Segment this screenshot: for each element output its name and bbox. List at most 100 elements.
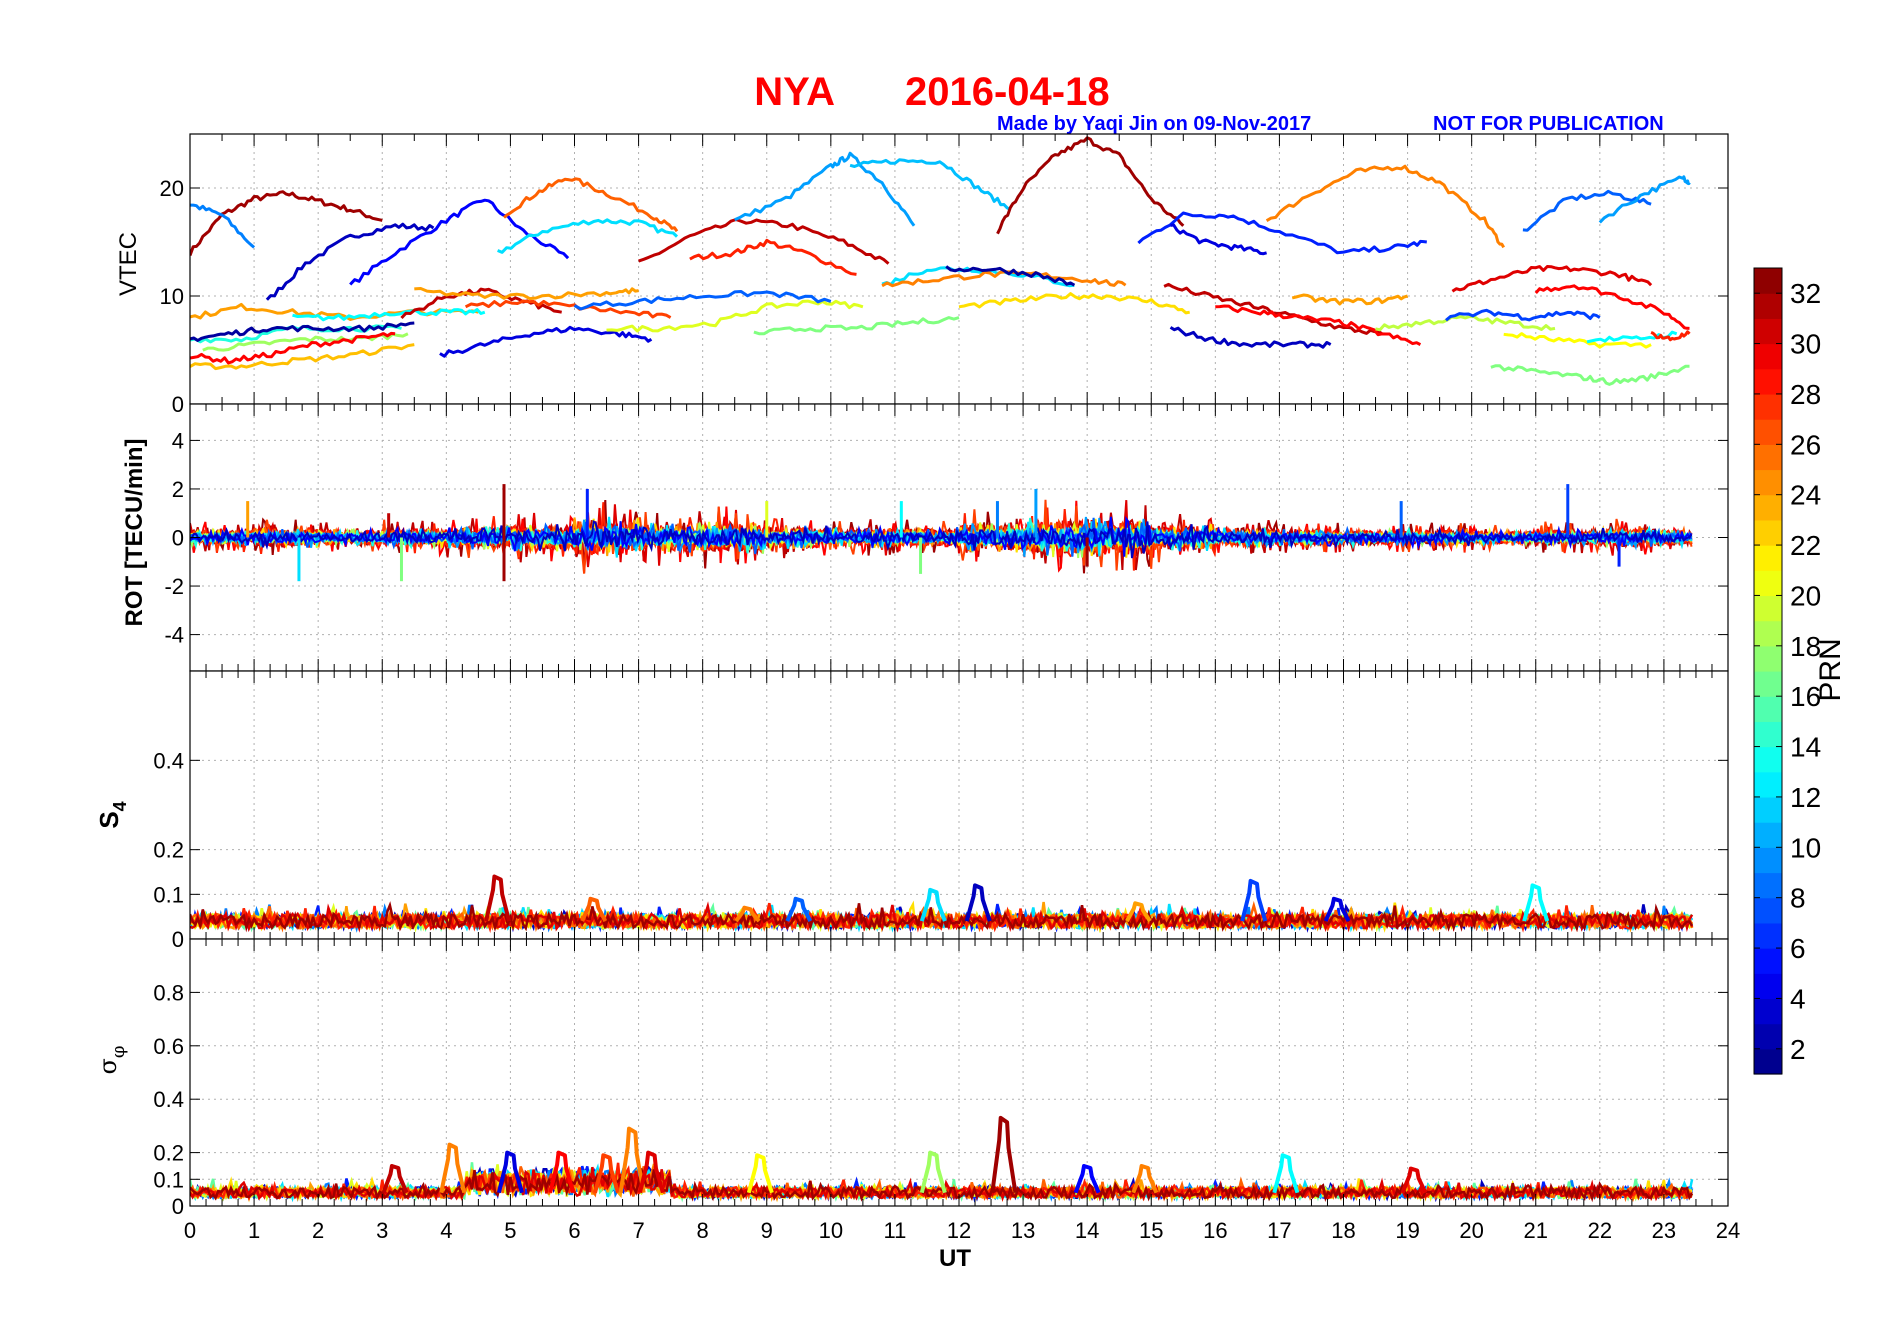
y-tick-label: 0 [172,526,184,551]
colorbar-segment [1754,872,1782,899]
x-tick-label: 4 [440,1218,452,1243]
colorbar-segment [1754,645,1782,672]
vtec-series-prn-24-39 [1291,293,1409,306]
vtec-series-prn-6-11 [1137,211,1427,255]
colorbar-segment [1754,796,1782,823]
panel-rot: -4 -2 0 2 4 ROT [TECU/min] [121,403,1729,672]
colorbar-tick-label: 24 [1790,480,1821,511]
colorbar-tick-label: 6 [1790,933,1806,964]
s4-peak-7 [1323,896,1351,923]
x-tick-label: 1 [248,1218,260,1243]
sigma_phi-peak-8 [919,1150,947,1194]
x-tick-label: 19 [1395,1218,1419,1243]
x-tick-label: 13 [1011,1218,1035,1243]
colorbar-segment [1754,998,1782,1025]
vtec-series-prn-17-31 [753,316,960,336]
y-axis-label-sigma-phi: σφ [94,1046,129,1075]
s4-peak-3 [785,896,813,923]
x-tick-label: 23 [1652,1218,1676,1243]
y-tick-label: 20 [160,176,184,201]
vtec-series-prn-23-21 [190,343,415,371]
x-axis-label: UT [939,1245,971,1272]
colorbar-segment [1754,393,1782,420]
vtec-series-prn-25-13 [1265,164,1505,249]
x-tick-label: 3 [376,1218,388,1243]
vtec-series-prn-13-24 [292,308,486,322]
vtec-series-prn-4-12 [1170,223,1268,256]
y-axis-label-rot: ROT [TECU/min] [121,439,148,627]
x-tick-label: 11 [883,1218,906,1243]
colorbar-tick-label: 16 [1790,681,1821,712]
y-tick-label: 0 [172,1194,184,1219]
colorbar-tick-label: 32 [1790,278,1821,309]
colorbar-segment [1754,469,1782,496]
vtec-series-prn-24-27 [414,287,639,301]
s4-peak-8 [1522,883,1550,922]
x-tick-label: 24 [1716,1218,1740,1243]
y-tick-label: 0.1 [153,882,184,907]
vtec-series-prn-10-8 [734,151,916,227]
colorbar-tick-label: 14 [1790,732,1821,763]
credit-text: Made by Yaqi Jin on 09-Nov-2017 [997,113,1311,135]
colorbar-segment [1754,771,1782,798]
sigma_phi-peak-0 [381,1164,409,1194]
colorbar-segment [1754,318,1782,345]
x-tick-label: 10 [819,1218,843,1243]
x-tick-label: 7 [632,1218,644,1243]
colorbar-segment [1754,922,1782,949]
y-tick-label: 0 [172,927,184,952]
s4-peak-2 [734,905,761,923]
panel-vtec: 0 10 20 VTEC [115,133,1729,417]
x-tick-label: 15 [1139,1218,1163,1243]
vtec-series-prn-30-16 [1451,265,1653,293]
colorbar-tick-label: 10 [1790,832,1821,863]
y-tick-label: 0 [172,392,184,417]
y-tick-label: 0.8 [153,980,184,1005]
sigma_phi-peak-5 [618,1126,646,1194]
x-tick-label: 9 [761,1218,773,1243]
vtec-series-prn-3-38 [1169,326,1332,349]
colorbar-tick-label: 12 [1790,782,1821,813]
vtec-series-prn-22-35 [958,292,1190,315]
x-tick-label: 12 [947,1218,971,1243]
colorbar-segment [1754,343,1782,370]
y-tick-label: 2 [172,477,184,502]
y-tick-label: 0.6 [153,1034,184,1059]
colorbar-segment [1754,595,1782,622]
colorbar-segment [1754,973,1782,1000]
y-tick-label: 0.1 [153,1167,184,1192]
y-tick-label: 10 [160,284,184,309]
y-tick-label: -2 [164,574,184,599]
notice-text: NOT FOR PUBLICATION [1433,113,1664,135]
s4-peak-9 [1125,901,1152,923]
vtec-series-prn-17-43 [1490,364,1690,386]
colorbar-segment [1754,444,1782,471]
vtec-series-prn-31-6 [638,218,890,265]
colorbar-tick-label: 18 [1790,631,1821,662]
vtec-series-prn-11-9 [849,158,1012,211]
colorbar-segment [1754,696,1782,722]
vtec-series-prn-29-37 [1215,304,1422,346]
colorbar-segment [1754,368,1782,395]
colorbar-segment [1754,1048,1782,1075]
sigma_phi-peak-9 [990,1115,1018,1194]
vtec-series-prn-10-15 [1598,175,1691,224]
title-station: NYA [754,70,835,114]
colorbar-segment [1754,570,1782,597]
x-tick-label: 14 [1075,1218,1099,1243]
colorbar-frame [1753,267,1783,1075]
colorbar-segment [1754,847,1782,874]
x-tick-label: 16 [1203,1218,1227,1243]
colorbar-segment [1754,746,1782,773]
sigma_phi-peak-11 [1131,1164,1159,1194]
colorbar-segment [1754,268,1782,294]
colorbar-tick-label: 8 [1790,883,1806,914]
vtec-series-prn-8-30 [573,290,832,311]
colorbar-segment [1754,620,1782,647]
colorbar-segment [1754,293,1782,319]
colorbar-tick-label: 2 [1790,1034,1806,1065]
vtec-series-prn-9-1 [190,203,256,249]
y-tick-label: 0.2 [153,838,184,863]
